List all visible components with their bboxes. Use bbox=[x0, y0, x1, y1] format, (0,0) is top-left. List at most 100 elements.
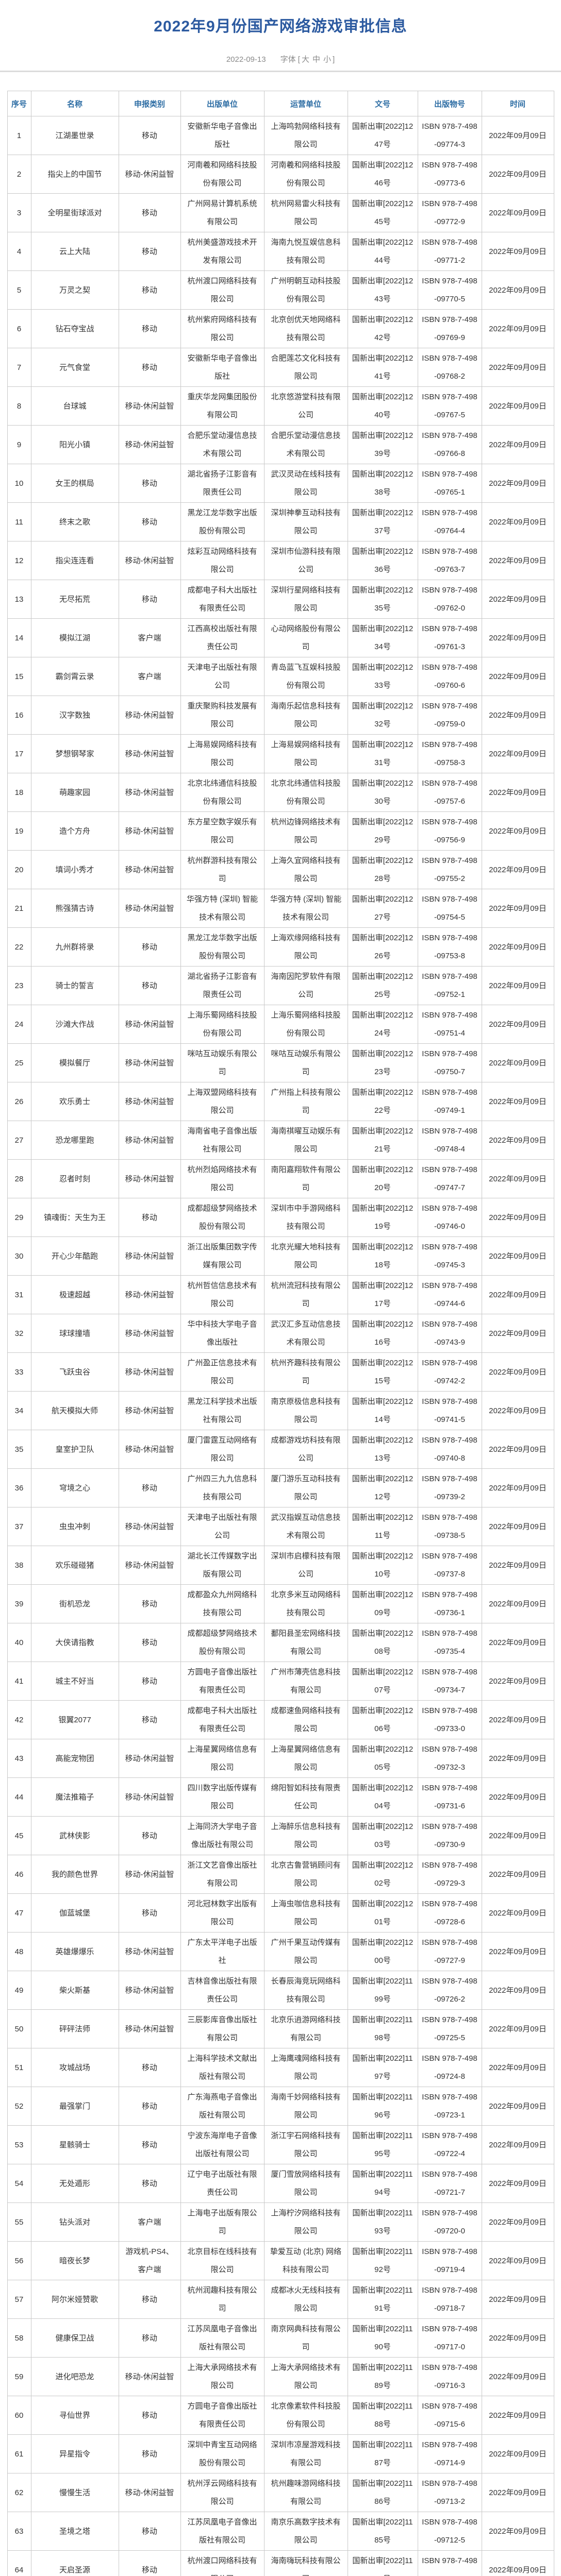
table-row: 59 进化吧恐龙 移动-休闲益智 上海大承网络技术有限公司 上海大承网络技术有限公司 国新… bbox=[7, 2357, 554, 2396]
cell-category: 移动 bbox=[118, 2048, 181, 2087]
cell-name: 填词小秀才 bbox=[30, 850, 119, 889]
cell-no: 34 bbox=[7, 1391, 31, 1430]
cell-operator: 长春辰海竞玩网络科技有限公司 bbox=[263, 1971, 348, 2010]
table-row: 55 钻头派对 客户端 上海电子出版有限公司 上海柠汐网络科技有限公司 国新出审[2022… bbox=[7, 2202, 554, 2242]
cell-doc-number: 国新出审[2022]1199号 bbox=[347, 1971, 418, 2010]
cell-date: 2022年09月09日 bbox=[481, 1546, 554, 1585]
cell-operator: 心动网络股份有限公司 bbox=[263, 618, 348, 657]
table-row: 7 元气食堂 移动 安徽新华电子音像出版社 合肥莲芯文化科技有限公司 国新出审[2022]… bbox=[7, 348, 554, 387]
cell-date: 2022年09月09日 bbox=[481, 1662, 554, 1701]
cell-date: 2022年09月09日 bbox=[481, 811, 554, 851]
table-row: 33 飞跃虫谷 移动-休闲益智 广州盈正信息技术有限公司 杭州齐趣科技有限公司 国新出审[… bbox=[7, 1352, 554, 1392]
table-row: 36 穹境之心 移动 广州四三九九信息科技有限公司 厦门游乐互动科技有限公司 国新出审[2… bbox=[7, 1468, 554, 1507]
table-row: 32 球球撞墙 移动-休闲益智 华中科技大学电子音像出版社 武汉汇多互动信息技术有限公司… bbox=[7, 1314, 554, 1353]
cell-isbn: ISBN 978-7-498-09727-9 bbox=[417, 1932, 482, 1971]
font-size-large[interactable]: 大 bbox=[301, 55, 309, 64]
cell-isbn: ISBN 978-7-498-09763-7 bbox=[417, 541, 482, 580]
cell-name: 天启圣源 bbox=[30, 2550, 119, 2576]
cell-doc-number: 国新出审[2022]1207号 bbox=[347, 1662, 418, 1701]
cell-category: 移动 bbox=[118, 232, 181, 271]
cell-category: 移动 bbox=[118, 2396, 181, 2435]
cell-date: 2022年09月09日 bbox=[481, 502, 554, 541]
cell-operator: 成都冰火无线科技有限公司 bbox=[263, 2280, 348, 2319]
cell-operator: 深圳市中手游网络科技有限公司 bbox=[263, 1198, 348, 1237]
cell-doc-number: 国新出审[2022]1184号 bbox=[347, 2550, 418, 2576]
cell-no: 13 bbox=[7, 580, 31, 619]
cell-no: 54 bbox=[7, 2164, 31, 2203]
table-row: 58 健康保卫战 移动 江苏凤凰电子音像出版社有限公司 南京网典科技有限公司 国新出审[2… bbox=[7, 2318, 554, 2358]
table-row: 49 柴火斯基 移动-休闲益智 吉林音像出版社有限责任公司 长春辰海竞玩网络科技有限公司… bbox=[7, 1971, 554, 2010]
cell-publisher: 合肥乐堂动漫信息技术有限公司 bbox=[180, 425, 265, 464]
cell-date: 2022年09月09日 bbox=[481, 618, 554, 657]
cell-date: 2022年09月09日 bbox=[481, 2202, 554, 2242]
column-header-publisher: 出版单位 bbox=[180, 91, 265, 116]
cell-publisher: 吉林音像出版社有限责任公司 bbox=[180, 1971, 265, 2010]
cell-name: 元气食堂 bbox=[30, 348, 119, 387]
cell-category: 移动-休闲益智 bbox=[118, 2473, 181, 2512]
cell-name: 英雄爆爆乐 bbox=[30, 1932, 119, 1971]
cell-no: 1 bbox=[7, 116, 31, 155]
cell-doc-number: 国新出审[2022]1186号 bbox=[347, 2473, 418, 2512]
cell-no: 40 bbox=[7, 1623, 31, 1662]
cell-operator: 深圳市启檬科技有限公司 bbox=[263, 1546, 348, 1585]
cell-name: 造个方舟 bbox=[30, 811, 119, 851]
cell-doc-number: 国新出审[2022]1208号 bbox=[347, 1623, 418, 1662]
cell-no: 2 bbox=[7, 155, 31, 194]
meta-line: 2022-09-13 字体 [大中小] bbox=[0, 54, 561, 71]
cell-doc-number: 国新出审[2022]1238号 bbox=[347, 464, 418, 503]
cell-operator: 上海醉乐信息科技有限公司 bbox=[263, 1816, 348, 1855]
cell-date: 2022年09月09日 bbox=[481, 1584, 554, 1623]
table-row: 39 街机恐龙 移动 成都盈众九州网络科技有限公司 北京多米互动网络科技有限公司 国新出审… bbox=[7, 1584, 554, 1623]
cell-date: 2022年09月09日 bbox=[481, 1893, 554, 1933]
cell-date: 2022年09月09日 bbox=[481, 348, 554, 387]
cell-date: 2022年09月09日 bbox=[481, 1623, 554, 1662]
cell-category: 移动-休闲益智 bbox=[118, 773, 181, 812]
cell-date: 2022年09月09日 bbox=[481, 1159, 554, 1198]
cell-isbn: ISBN 978-7-498-09745-3 bbox=[417, 1236, 482, 1276]
cell-date: 2022年09月09日 bbox=[481, 425, 554, 464]
cell-isbn: ISBN 978-7-498-09747-7 bbox=[417, 1159, 482, 1198]
cell-date: 2022年09月09日 bbox=[481, 2434, 554, 2473]
cell-operator: 成都速鱼网络科技有限公司 bbox=[263, 1700, 348, 1739]
cell-category: 移动-休闲益智 bbox=[118, 1352, 181, 1392]
cell-no: 62 bbox=[7, 2473, 31, 2512]
cell-publisher: 北京北纬通信科技股份有限公司 bbox=[180, 773, 265, 812]
cell-name: 柴火斯基 bbox=[30, 1971, 119, 2010]
cell-date: 2022年09月09日 bbox=[481, 1236, 554, 1276]
cell-operator: 厦门游乐互动科技有限公司 bbox=[263, 1468, 348, 1507]
cell-name: 高能宠物团 bbox=[30, 1739, 119, 1778]
cell-doc-number: 国新出审[2022]1243号 bbox=[347, 270, 418, 310]
column-header-date: 时间 bbox=[481, 91, 554, 116]
cell-category: 移动-休闲益智 bbox=[118, 696, 181, 735]
font-size-small[interactable]: 小 bbox=[323, 55, 331, 64]
table-row: 8 台球城 移动-休闲益智 重庆华龙网集团股份有限公司 北京悠游堂科技有限公司 国新出审[… bbox=[7, 386, 554, 426]
cell-date: 2022年09月09日 bbox=[481, 2048, 554, 2087]
cell-publisher: 宁波东海岸电子音像出版社有限公司 bbox=[180, 2125, 265, 2164]
cell-category: 移动 bbox=[118, 193, 181, 232]
table-row: 54 无处遁形 移动 辽宁电子出版社有限责任公司 厦门雪放网络科技有限公司 国新出审[20… bbox=[7, 2164, 554, 2203]
cell-date: 2022年09月09日 bbox=[481, 116, 554, 155]
table-row: 27 恐龙哪里跑 移动-休闲益智 海南省电子音像出版社有限公司 海南祺曜互动娱乐有限公司… bbox=[7, 1121, 554, 1160]
cell-category: 移动-休闲益智 bbox=[118, 2009, 181, 2048]
table-row: 5 万灵之契 移动 杭州渡口网络科技有限公司 广州明朝互动科技股份有限公司 国新出审[20… bbox=[7, 270, 554, 310]
cell-doc-number: 国新出审[2022]1188号 bbox=[347, 2396, 418, 2435]
table-row: 18 萌趣家园 移动-休闲益智 北京北纬通信科技股份有限公司 北京北纬通信科技股份有限公… bbox=[7, 773, 554, 812]
cell-doc-number: 国新出审[2022]1245号 bbox=[347, 193, 418, 232]
cell-operator: 南京乐高数字技术有限公司 bbox=[263, 2512, 348, 2551]
cell-isbn: ISBN 978-7-498-09718-7 bbox=[417, 2280, 482, 2319]
cell-date: 2022年09月09日 bbox=[481, 927, 554, 967]
approval-table: 序号 名称 申报类别 出版单位 运营单位 文号 出版物号 时间 1 江湖墨世录 移动 安徽新华电子音… bbox=[7, 91, 554, 2576]
cell-name: 恐龙哪里跑 bbox=[30, 1121, 119, 1160]
cell-operator: 深圳市仙游科技有限公司 bbox=[263, 541, 348, 580]
cell-isbn: ISBN 978-7-498-09711-8 bbox=[417, 2550, 482, 2576]
cell-doc-number: 国新出审[2022]1235号 bbox=[347, 580, 418, 619]
cell-name: 极速超越 bbox=[30, 1275, 119, 1314]
cell-no: 19 bbox=[7, 811, 31, 851]
font-size-medium[interactable]: 中 bbox=[312, 55, 320, 64]
table-row: 57 阿尔米娅赞歌 移动 杭州润趣科技有限公司 成都冰火无线科技有限公司 国新出审[202… bbox=[7, 2280, 554, 2319]
cell-operator: 上海欢缘网络科技有限公司 bbox=[263, 927, 348, 967]
cell-operator: 上海久宜网络科技有限公司 bbox=[263, 850, 348, 889]
cell-name: 慢慢生活 bbox=[30, 2473, 119, 2512]
cell-name: 球球撞墙 bbox=[30, 1314, 119, 1353]
cell-doc-number: 国新出审[2022]1232号 bbox=[347, 696, 418, 735]
